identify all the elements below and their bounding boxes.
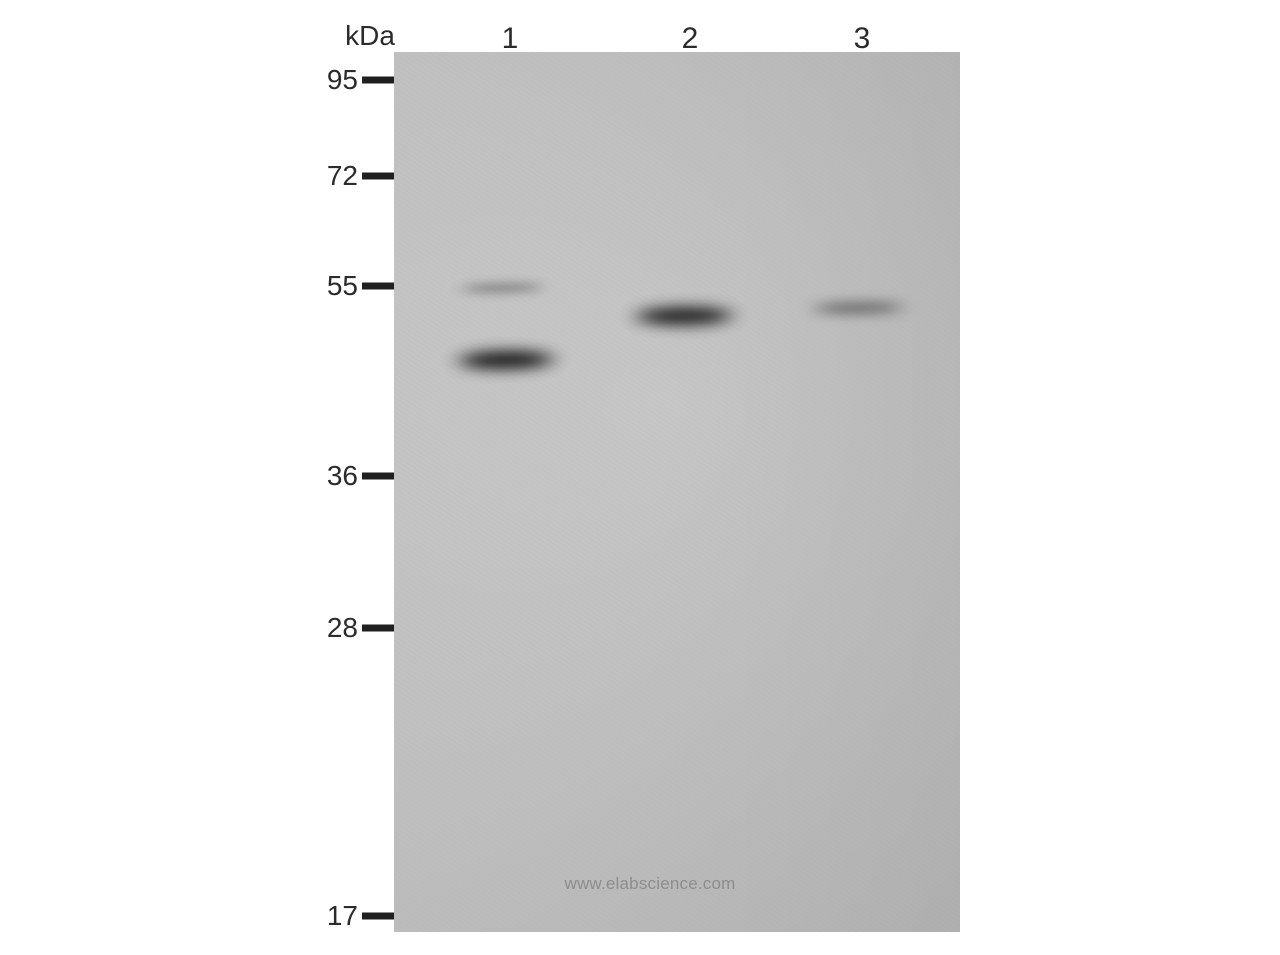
- membrane-shading: [394, 52, 960, 932]
- mw-marker-label: 36: [327, 460, 358, 492]
- mw-marker-tick: [362, 173, 394, 180]
- mw-marker-label: 72: [327, 160, 358, 192]
- lane-label: 1: [502, 22, 519, 56]
- mw-marker-tick: [362, 913, 394, 920]
- mw-marker-label: 55: [327, 270, 358, 302]
- kda-axis-label: kDa: [345, 20, 395, 52]
- mw-marker-label: 28: [327, 612, 358, 644]
- mw-marker-tick: [362, 473, 394, 480]
- lane-label: 3: [854, 22, 871, 56]
- lane-label: 2: [682, 22, 699, 56]
- membrane-grain: [394, 52, 960, 932]
- mw-marker-tick: [362, 77, 394, 84]
- mw-marker-label: 95: [327, 64, 358, 96]
- mw-marker-tick: [362, 625, 394, 632]
- mw-marker-label: 17: [327, 900, 358, 932]
- mw-marker-tick: [362, 283, 394, 290]
- blot-membrane: [394, 52, 960, 932]
- western-blot-figure: kDa 123 957255362817 www.elabscience.com: [0, 0, 1280, 955]
